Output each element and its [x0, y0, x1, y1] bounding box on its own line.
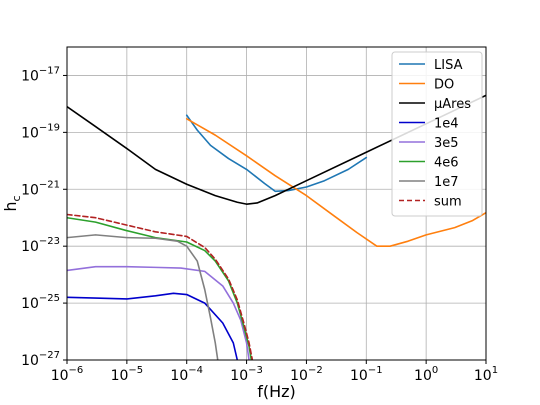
- series-line-do: [185, 117, 486, 247]
- x-tick-label: 10−3: [230, 365, 263, 384]
- legend-label: DO: [434, 78, 454, 93]
- y-tick-label: 10−23: [21, 236, 60, 255]
- x-tick-label: 10−1: [350, 365, 383, 384]
- x-axis-ticks: 10−6 10−5 10−4 10−3 10−2 10−1 100 101: [51, 360, 498, 384]
- legend-label: 3e5: [434, 136, 459, 151]
- series-line-ares: [67, 94, 486, 205]
- y-tick-label: 10−27: [21, 350, 60, 369]
- plot-frame: [66, 46, 487, 361]
- series-line-3e5: [67, 265, 250, 360]
- series-line-4e6: [67, 216, 253, 360]
- y-axis-label-subscript: c: [10, 195, 23, 201]
- series-line-1e4: [67, 292, 239, 360]
- y-tick-label: 10−19: [21, 122, 60, 141]
- legend-box: [391, 51, 483, 217]
- y-tick-label: 10−17: [21, 65, 60, 84]
- x-tick-label: 10−5: [111, 365, 144, 384]
- series-line-lisa: [185, 114, 368, 193]
- y-tick-label: 10−25: [21, 293, 60, 312]
- x-tick-label: 10−2: [290, 365, 323, 384]
- series-line-sum: [67, 213, 254, 360]
- x-tick-label: 10−6: [51, 365, 84, 384]
- legend-label: 4e6: [434, 156, 459, 171]
- y-tick-label: 10−21: [21, 179, 60, 198]
- y-axis-ticks: 10−27 10−25 10−23 10−21 10−19 10−17: [21, 65, 67, 369]
- y-axis-label-base: h: [1, 201, 20, 211]
- x-tick-label: 10−4: [170, 365, 203, 384]
- legend-label: μAres: [434, 97, 471, 112]
- series-line-1e7: [67, 234, 219, 360]
- legend-label: 1e4: [434, 117, 459, 132]
- legend-label: LISA: [434, 58, 463, 73]
- x-tick-label: 101: [474, 365, 498, 384]
- x-axis-label: f(Hz): [257, 382, 296, 401]
- y-axis-label: hc: [1, 195, 23, 211]
- plot-lines: [67, 94, 486, 360]
- legend: LISA DO μAres 1e4 3e5 4e6 1e7 sum: [391, 51, 483, 217]
- legend-label: 1e7: [434, 175, 459, 190]
- x-tick-label: 100: [414, 365, 438, 384]
- legend-label: sum: [434, 195, 462, 210]
